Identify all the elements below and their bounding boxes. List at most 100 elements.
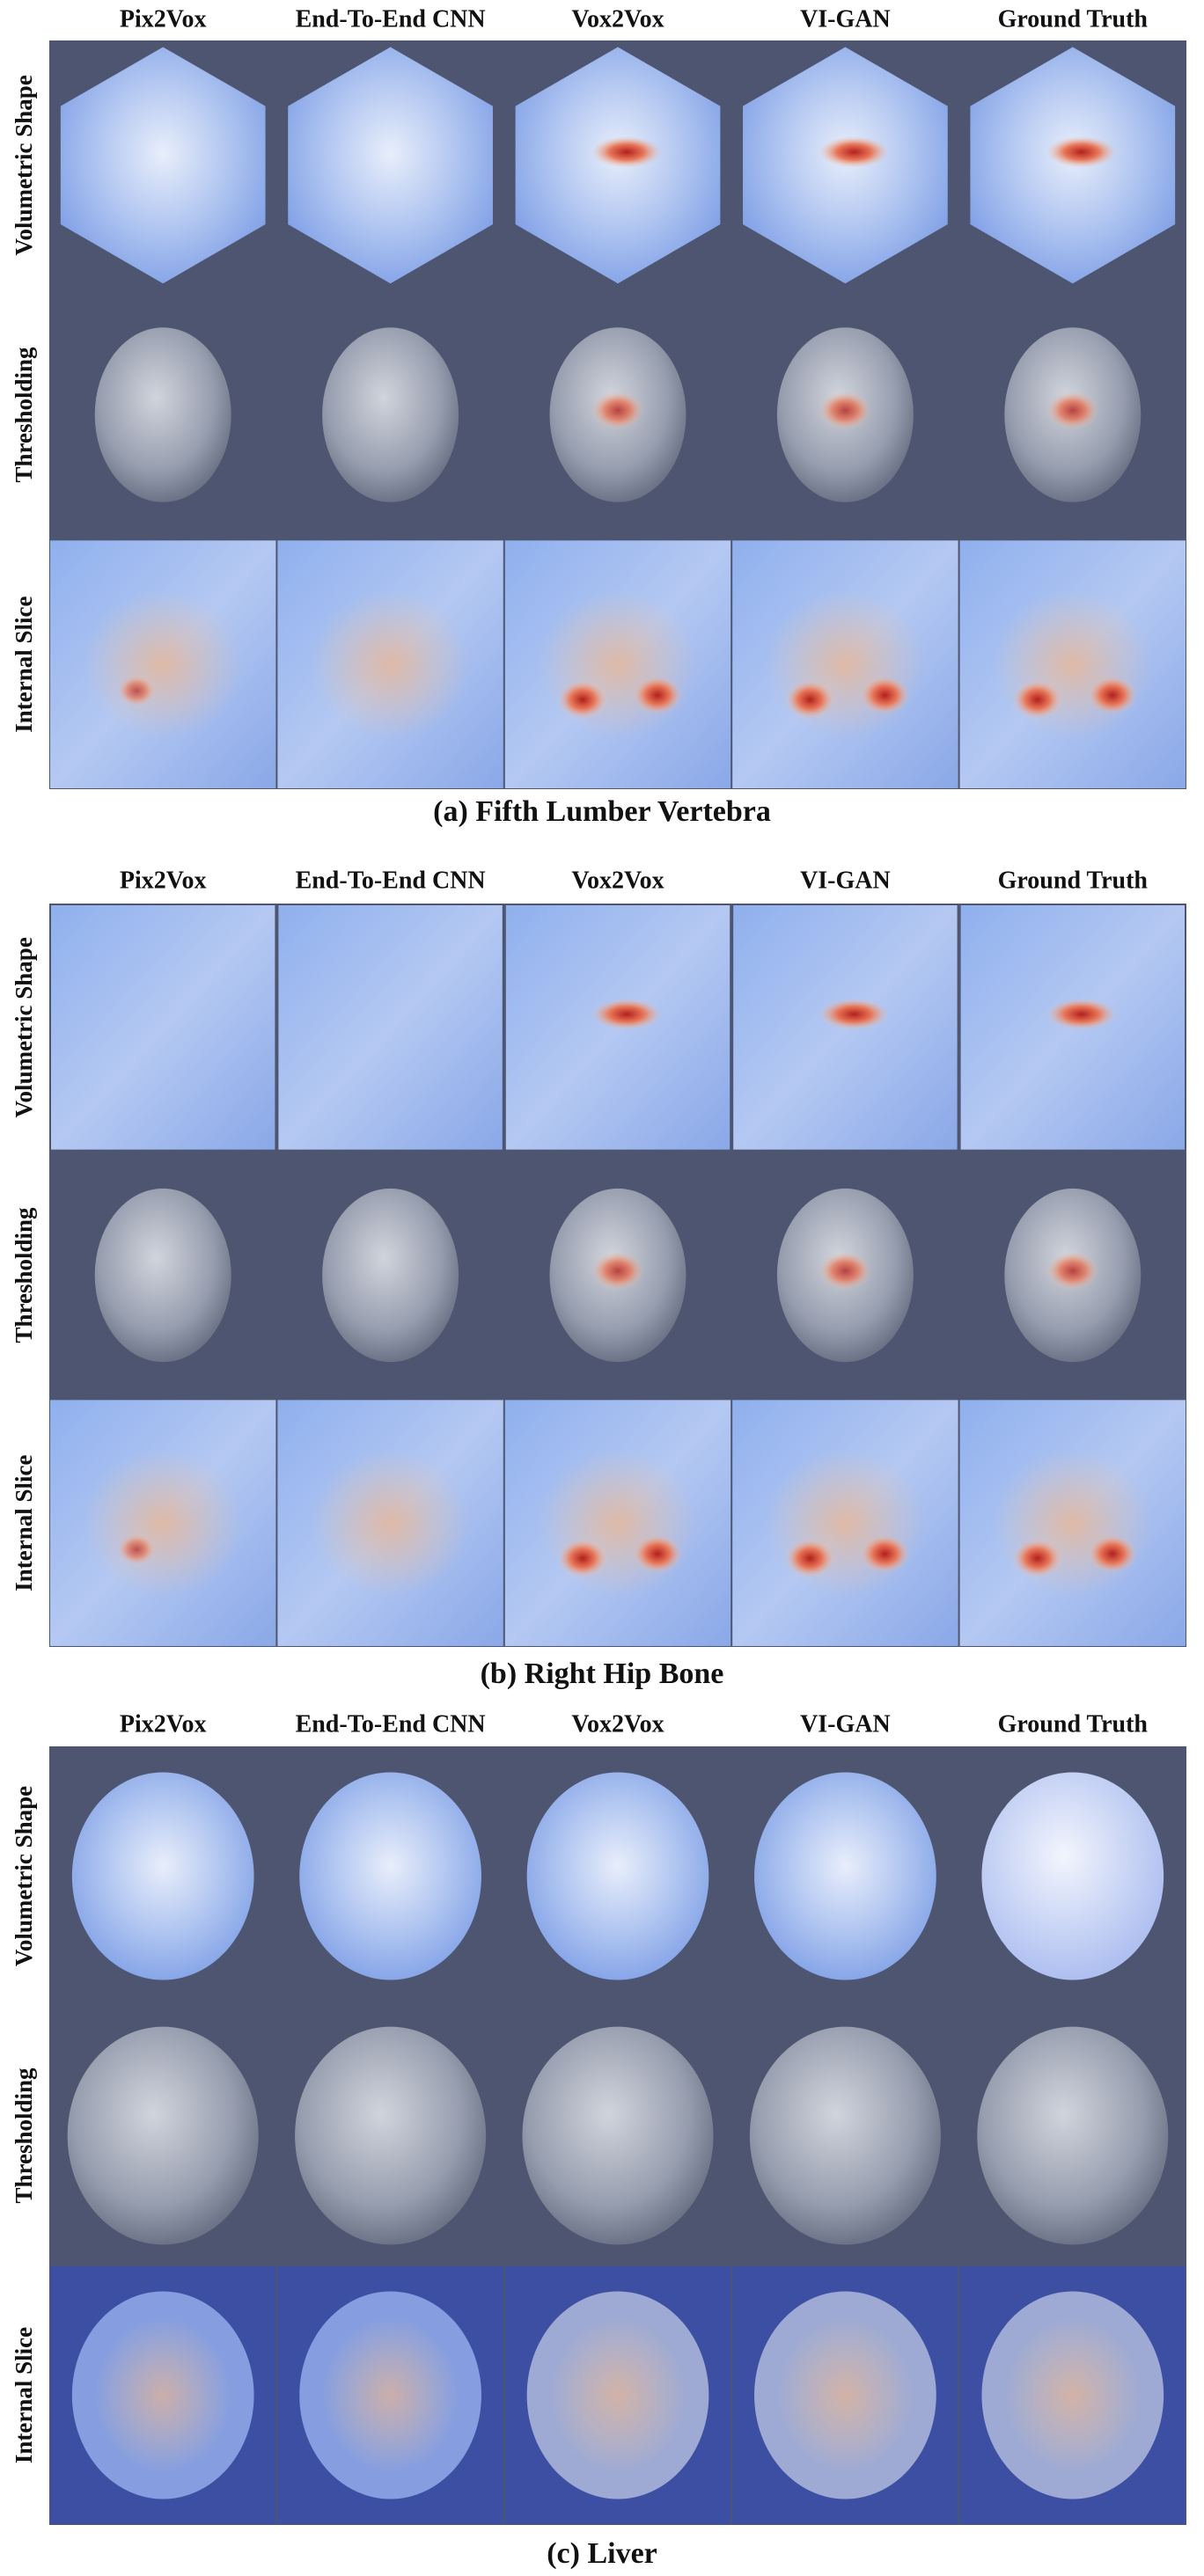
image-cell (295, 2026, 487, 2245)
bone-highlight (1046, 998, 1117, 1030)
row-label: Internal Slice (11, 1455, 37, 1592)
column-header: VI-GAN (800, 867, 891, 894)
image-cell (1004, 327, 1142, 502)
image-cell (71, 1772, 254, 1980)
image-cell (94, 1188, 231, 1363)
threshold-render (94, 327, 231, 502)
bone-highlight (1012, 680, 1062, 720)
slice-tissue (83, 1448, 243, 1598)
volume-render (299, 1772, 481, 1980)
image-cell (1004, 1188, 1142, 1363)
slice-tissue (311, 589, 471, 740)
bone-highlight (819, 1251, 872, 1291)
bone-highlight (591, 998, 662, 1030)
row-label: Volumetric Shape (11, 1786, 37, 1966)
image-cell (732, 540, 958, 788)
image-cell (959, 540, 1186, 788)
bone-highlight (785, 1539, 835, 1578)
bone-highlight (1087, 1534, 1137, 1574)
volume-render (51, 905, 275, 1150)
threshold-render (749, 2026, 941, 2245)
row-label: Internal Slice (11, 2327, 37, 2463)
image-cell (504, 1400, 731, 1646)
image-cell (732, 2266, 958, 2524)
slice-tissue (549, 2317, 686, 2473)
bone-highlight (633, 676, 682, 715)
threshold-render (94, 1188, 231, 1363)
image-cell (67, 2026, 259, 2245)
bone-highlight (1012, 1539, 1062, 1578)
image-cell (277, 540, 503, 788)
image-cell (981, 1772, 1164, 1980)
image-cell (50, 540, 276, 788)
image-cell (504, 540, 731, 788)
bone-highlight (591, 135, 662, 168)
bone-highlight (558, 680, 607, 720)
bone-highlight (860, 1534, 910, 1574)
slice-tissue (776, 2317, 914, 2473)
image-cell (50, 2266, 276, 2524)
column-header: End-To-End CNN (296, 1710, 486, 1738)
image-cell (94, 327, 231, 502)
image-cell (322, 1188, 459, 1363)
panel-caption: (b) Right Hip Bone (481, 1658, 724, 1690)
image-cell (754, 1772, 936, 1980)
volume-render (278, 905, 503, 1150)
column-header: Vox2Vox (571, 1710, 664, 1738)
volume-render (981, 1772, 1164, 1980)
threshold-render (977, 2026, 1169, 2245)
image-cell (278, 905, 503, 1150)
row-label: Volumetric Shape (11, 75, 37, 255)
threshold-render (322, 1188, 459, 1363)
volume-render (60, 47, 266, 284)
volume-render (288, 47, 493, 284)
threshold-render (322, 327, 459, 502)
image-cell (322, 327, 459, 502)
slice-tissue (538, 1448, 698, 1598)
panel-caption: (c) Liver (547, 2537, 657, 2570)
slice-tissue (993, 1448, 1153, 1598)
image-cell (743, 47, 948, 284)
image-cell (299, 1772, 481, 1980)
column-header: End-To-End CNN (296, 5, 486, 33)
column-header: VI-GAN (800, 1710, 891, 1738)
slice-tissue (993, 589, 1153, 740)
image-cell (505, 905, 730, 1150)
row-label: Internal Slice (11, 596, 37, 733)
column-header: Vox2Vox (571, 5, 664, 33)
column-header: VI-GAN (800, 5, 891, 33)
slice-tissue (1004, 2317, 1142, 2473)
column-header: Ground Truth (998, 1710, 1149, 1738)
bone-highlight (860, 676, 910, 715)
slice-tissue (322, 2317, 459, 2473)
bone-highlight (558, 1539, 607, 1578)
bone-highlight (591, 1251, 644, 1291)
image-cell (504, 2266, 731, 2524)
image-cell (959, 1400, 1186, 1646)
image-cell (733, 905, 958, 1150)
image-cell (749, 2026, 941, 2245)
column-header: Pix2Vox (120, 5, 207, 33)
image-cell (732, 1400, 958, 1646)
bone-highlight (785, 680, 835, 720)
image-cell (970, 47, 1176, 284)
image-cell (515, 47, 721, 284)
image-cell (549, 1188, 686, 1363)
column-header: End-To-End CNN (296, 867, 486, 894)
column-header: Ground Truth (998, 5, 1149, 33)
bone-highlight (819, 998, 890, 1030)
slice-tissue (94, 2317, 231, 2473)
column-header: Ground Truth (998, 867, 1149, 894)
threshold-render (67, 2026, 259, 2245)
panel-caption: (a) Fifth Lumber Vertebra (433, 795, 771, 828)
image-cell (549, 327, 686, 502)
image-cell (288, 47, 493, 284)
slice-tissue (538, 589, 698, 740)
image-cell (776, 327, 914, 502)
image-cell (50, 1400, 276, 1646)
image-cell (51, 905, 275, 1150)
bone-highlight (117, 675, 157, 707)
image-cell (60, 47, 266, 284)
bone-highlight (819, 135, 890, 168)
column-header: Vox2Vox (571, 867, 664, 894)
